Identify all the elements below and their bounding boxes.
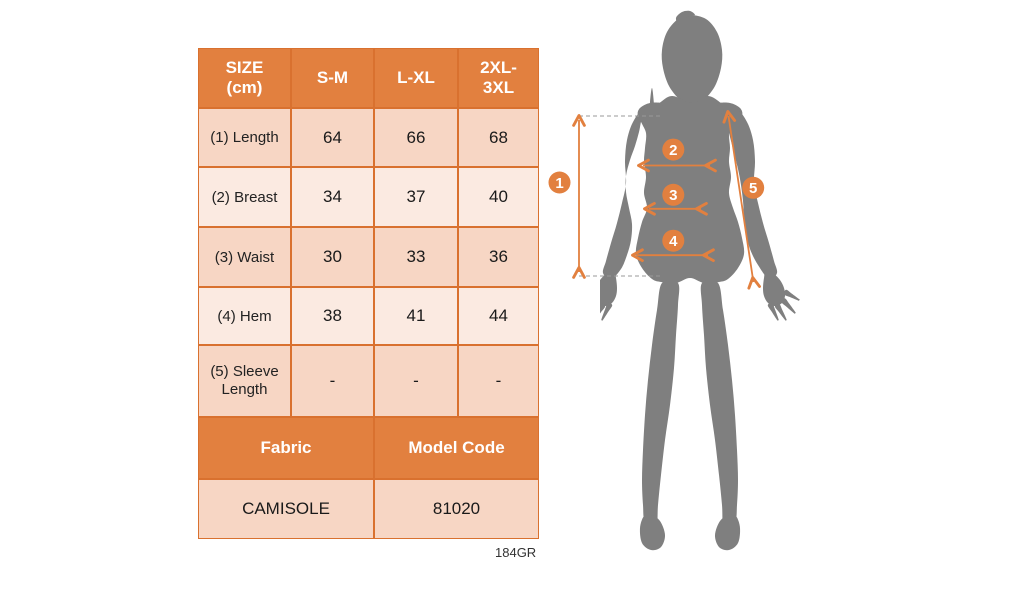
svg-text:1: 1 xyxy=(555,175,563,192)
